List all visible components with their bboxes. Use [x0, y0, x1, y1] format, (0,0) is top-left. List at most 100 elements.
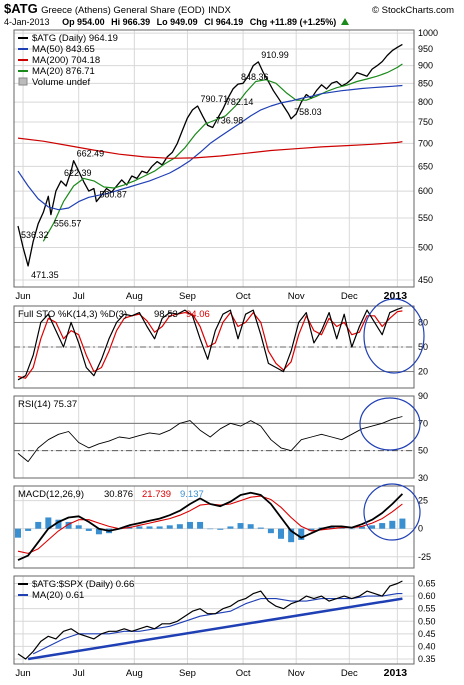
price-annotation: 662.49 [77, 149, 105, 159]
price-legend-ma50: MA(50) 843.65 [32, 44, 95, 55]
ratio-ytick-label: 0.45 [418, 629, 436, 639]
security-name: Greece (Athens) General Share (EOD) [41, 5, 205, 16]
macd-histogram-bar [247, 524, 254, 529]
ratio-ytick-label: 0.65 [418, 579, 436, 589]
sto-d-line [17, 310, 403, 379]
ratio-ytick-label: 0.35 [418, 654, 436, 664]
macd-legend-signal-value: 21.739 [142, 489, 171, 500]
ratio-ytick-label: 0.55 [418, 604, 436, 614]
price-annotation: 580.87 [99, 190, 127, 200]
price-ytick-label: 950 [418, 44, 433, 54]
ratio-line [17, 580, 403, 660]
ratio-ytick-label: 0.60 [418, 591, 436, 601]
price-series-ma20 [42, 63, 403, 242]
x-month-label: Jun [15, 291, 30, 302]
rsi-ytick-label: 90 [418, 391, 428, 401]
exchange-label: INDX [208, 5, 231, 16]
quote-high: Hi 966.39 [111, 17, 151, 27]
price-ytick-label: 600 [418, 186, 433, 196]
macd-line [17, 491, 404, 561]
macd-histogram-bar [237, 523, 244, 529]
quote-line: 4-Jan-2013 Op 954.00 Hi 966.39 Lo 949.09… [4, 17, 349, 27]
price-ytick-label: 700 [418, 138, 433, 148]
x-month-label: Aug [126, 291, 143, 302]
macd-histogram-bar [25, 528, 32, 531]
macd-histogram-bar [348, 528, 355, 530]
ratio-ma-line [32, 593, 403, 655]
price-ytick-label: 800 [418, 97, 433, 107]
macd-histogram-bar [65, 521, 72, 529]
price-series-price [17, 43, 403, 267]
rsi-line [17, 416, 403, 463]
x-month-label: Nov [288, 291, 305, 302]
sto-highlight-ellipse [363, 298, 425, 374]
quote-open: Op 954.00 [62, 17, 105, 27]
macd-histogram-bar [217, 528, 224, 530]
x-month-label-bottom: Dec [341, 668, 358, 679]
x-month-label: Oct [236, 291, 251, 302]
rsi-ytick-label: 70 [418, 418, 428, 428]
price-ytick-label: 850 [418, 78, 433, 88]
macd-histogram-bar [75, 525, 82, 529]
ratio-panel [13, 575, 415, 665]
price-ytick-label: 650 [418, 161, 433, 171]
price-annotation: 790.71 [201, 94, 229, 104]
price-ytick-label: 550 [418, 213, 433, 223]
x-month-label-bottom: Nov [288, 668, 305, 679]
rsi-ytick-label: 30 [418, 473, 428, 483]
macd-histogram-bar [267, 528, 274, 534]
x-month-label: Dec [341, 291, 358, 302]
price-series-ma200 [17, 137, 403, 159]
sto-legend-d-value: 94.06 [186, 309, 210, 320]
rsi-panel [13, 395, 415, 479]
x-month-label-bottom: Aug [126, 668, 143, 679]
x-month-label-bottom: Jun [15, 668, 30, 679]
quote-low: Lo 949.09 [156, 17, 198, 27]
x-month-label-bottom: Oct [236, 668, 251, 679]
ratio-legend: MA(20) 0.61 [32, 590, 84, 601]
price-ytick-label: 900 [418, 61, 433, 71]
x-month-label: Jul [73, 291, 85, 302]
macd-histogram-bar [358, 526, 365, 529]
macd-histogram-bar [15, 528, 21, 538]
ratio-ytick-label: 0.50 [418, 616, 436, 626]
macd-histogram-bar [207, 528, 214, 530]
price-legend-swatch-volume [18, 77, 28, 86]
quote-change: Chg +11.89 (+1.25%) [249, 17, 337, 27]
sto-legend-k-value: 98.53 [154, 309, 178, 320]
x-month-label: Sep [179, 291, 196, 302]
rsi-legend: RSI(14) 75.37 [18, 399, 77, 410]
macd-histogram-bar [278, 528, 285, 539]
sto-legend: Full STO %K(14,3) %D(3) [18, 309, 127, 320]
sto-ytick-label: 80 [418, 317, 428, 327]
quote-date: 4-Jan-2013 [4, 17, 50, 27]
macd-legend: MACD(12,26,9) [18, 489, 84, 500]
price-annotation: 848.36 [241, 72, 269, 82]
rsi-highlight-ellipse [359, 397, 421, 451]
price-series-ma50 [17, 84, 403, 211]
price-legend-ma200: MA(200) 704.18 [32, 55, 100, 66]
macd-highlight-ellipse [363, 483, 421, 541]
x-month-label-bottom: 2013 [384, 667, 408, 679]
x-month-label-bottom: Jul [73, 668, 85, 679]
up-arrow-icon [340, 18, 349, 25]
macd-histogram-bar [288, 528, 295, 543]
price-annotation: 622.39 [64, 168, 92, 178]
macd-histogram-bar [136, 526, 143, 529]
macd-panel [13, 485, 415, 569]
sto-k-line [17, 307, 403, 381]
price-annotation: 758.03 [294, 107, 322, 117]
macd-ytick-label: -25 [418, 552, 431, 562]
macd-histogram-bar [369, 525, 376, 529]
macd-ytick-label: 25 [418, 496, 428, 506]
macd-histogram-bar [95, 528, 102, 535]
macd-histogram-bar [257, 527, 264, 529]
x-month-label-bottom: Sep [179, 668, 196, 679]
macd-histogram-bar [227, 526, 234, 529]
macd-legend-histogram-value: 9.137 [180, 489, 204, 500]
price-annotation: 556.57 [54, 219, 82, 229]
macd-histogram-bar [298, 528, 305, 540]
price-annotation: 471.35 [31, 270, 59, 280]
